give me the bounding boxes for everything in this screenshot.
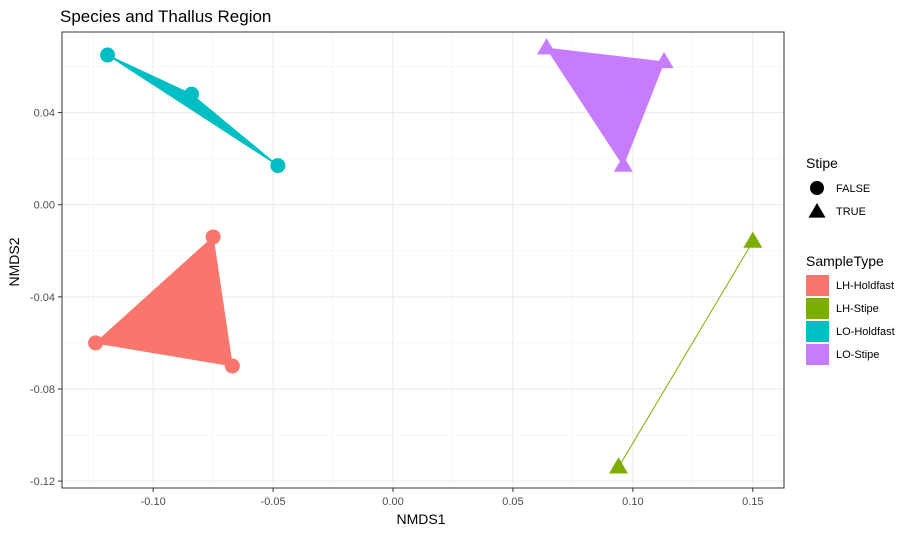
- point-lh-stipe: [743, 231, 763, 248]
- legend-sampletype-label: LH-Stipe: [836, 303, 879, 315]
- point-lh-stipe: [608, 457, 628, 474]
- legend-color-key: [806, 298, 829, 319]
- y-tick-label: 0.04: [34, 108, 55, 120]
- point-lo-holdfast: [100, 47, 116, 63]
- y-tick-label: -0.08: [30, 384, 55, 396]
- x-axis-title: NMDS1: [396, 511, 445, 527]
- x-tick-label: 0.05: [502, 496, 523, 508]
- point-lo-stipe: [613, 155, 633, 172]
- hull-lh-stipe: [618, 241, 754, 468]
- point-lo-stipe: [537, 38, 557, 55]
- chart-title: Species and Thallus Region: [60, 7, 271, 26]
- hulls: [94, 47, 754, 468]
- hull-lo-stipe: [545, 47, 665, 167]
- hull-lh-holdfast: [94, 235, 233, 367]
- x-tick-label: -0.10: [141, 496, 166, 508]
- y-tick-label: 0.00: [34, 200, 55, 212]
- point-lh-holdfast: [205, 229, 221, 245]
- points: [88, 38, 763, 474]
- hull-lo-holdfast: [107, 54, 279, 166]
- x-tick-label: -0.05: [261, 496, 286, 508]
- legend-color-key: [806, 275, 829, 296]
- y-axis-title: NMDS2: [6, 237, 22, 286]
- y-tick-label: -0.12: [30, 476, 55, 488]
- legend-sampletype-label: LO-Stipe: [836, 349, 879, 361]
- legend-stipe-label: TRUE: [836, 206, 866, 218]
- x-tick-label: 0.00: [382, 496, 403, 508]
- panel-background: [62, 32, 784, 488]
- point-lo-holdfast: [184, 86, 200, 102]
- point-lo-holdfast: [270, 158, 286, 174]
- y-tick-label: -0.04: [30, 292, 55, 304]
- legend-triangle-icon: [808, 203, 826, 218]
- legend-stipe: Stipe FALSE TRUE: [806, 155, 870, 218]
- x-tick-label: 0.15: [742, 496, 763, 508]
- legend-stipe-label: FALSE: [836, 183, 870, 195]
- legend-stipe-title: Stipe: [806, 155, 838, 171]
- legend-color-key: [806, 321, 829, 342]
- legend-sampletype-label: LH-Holdfast: [836, 280, 894, 292]
- point-lh-holdfast: [88, 335, 104, 351]
- legend-circle-icon: [810, 181, 824, 195]
- x-tick-label: 0.10: [622, 496, 643, 508]
- y-axis-ticks: 0.04 0.00 -0.04 -0.08 -0.12: [30, 108, 62, 488]
- point-lh-holdfast: [224, 358, 240, 374]
- legend-sampletype-label: LO-Holdfast: [836, 326, 895, 338]
- legend-sampletype: SampleType LH-Holdfast LH-Stipe LO-Holdfas…: [806, 253, 895, 365]
- panel-border: [61, 31, 785, 489]
- legend-sampletype-title: SampleType: [806, 253, 884, 269]
- x-axis-ticks: -0.10 -0.05 0.00 0.05 0.10 0.15: [141, 488, 764, 508]
- grid: [62, 32, 784, 488]
- legend-color-key: [806, 344, 829, 365]
- point-lo-stipe: [654, 51, 674, 69]
